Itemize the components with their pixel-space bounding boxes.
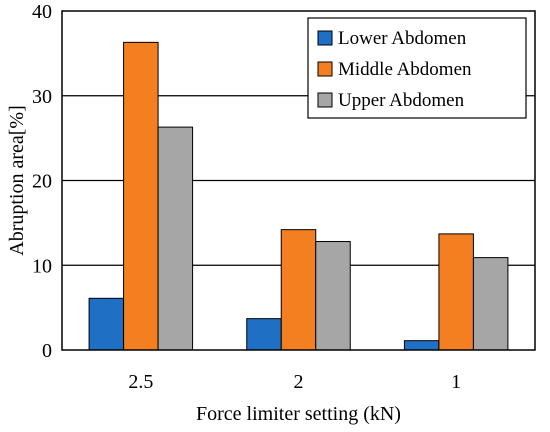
legend-swatch [317, 30, 333, 46]
plot-frame [61, 10, 536, 351]
bar-middle-abdomen-2 [438, 233, 474, 351]
x-tick-label: 2 [294, 371, 304, 393]
bar-lower-abdomen-0 [88, 297, 125, 351]
y-tick-label: 0 [42, 340, 52, 362]
bar-upper-abdomen-1 [315, 241, 351, 351]
axes [61, 10, 536, 351]
x-tick-label: 2.5 [128, 371, 153, 393]
legend: Lower Abdomen Middle Abdomen Upper Abdomen [307, 17, 527, 119]
bar-middle-abdomen-0 [123, 41, 159, 351]
bar-upper-abdomen-0 [157, 126, 194, 351]
legend-label: Middle Abdomen [338, 59, 472, 80]
legend-label: Lower Abdomen [338, 28, 467, 49]
y-tick-label: 30 [32, 86, 52, 108]
bar-lower-abdomen-1 [246, 318, 282, 351]
legend-label: Upper Abdomen [338, 90, 465, 111]
x-axis-label: Force limiter setting (kN) [196, 403, 401, 425]
bar-lower-abdomen-2 [403, 340, 440, 351]
legend-box [307, 17, 527, 119]
y-axis-label: Abruption area[%] [6, 105, 28, 256]
y-tick-label: 10 [32, 255, 52, 277]
bar-upper-abdomen-2 [472, 257, 509, 351]
y-tick-label: 40 [32, 1, 52, 23]
x-tick-label: 1 [451, 371, 461, 393]
y-tick-label: 20 [32, 171, 52, 193]
legend-swatch [317, 92, 333, 108]
bar-middle-abdomen-1 [280, 229, 317, 351]
y-tick-labels: 0 10 20 30 40 [32, 1, 52, 362]
x-tick-labels: 2.5 2 1 [128, 371, 461, 393]
bars [88, 41, 509, 351]
legend-swatch [317, 61, 333, 77]
